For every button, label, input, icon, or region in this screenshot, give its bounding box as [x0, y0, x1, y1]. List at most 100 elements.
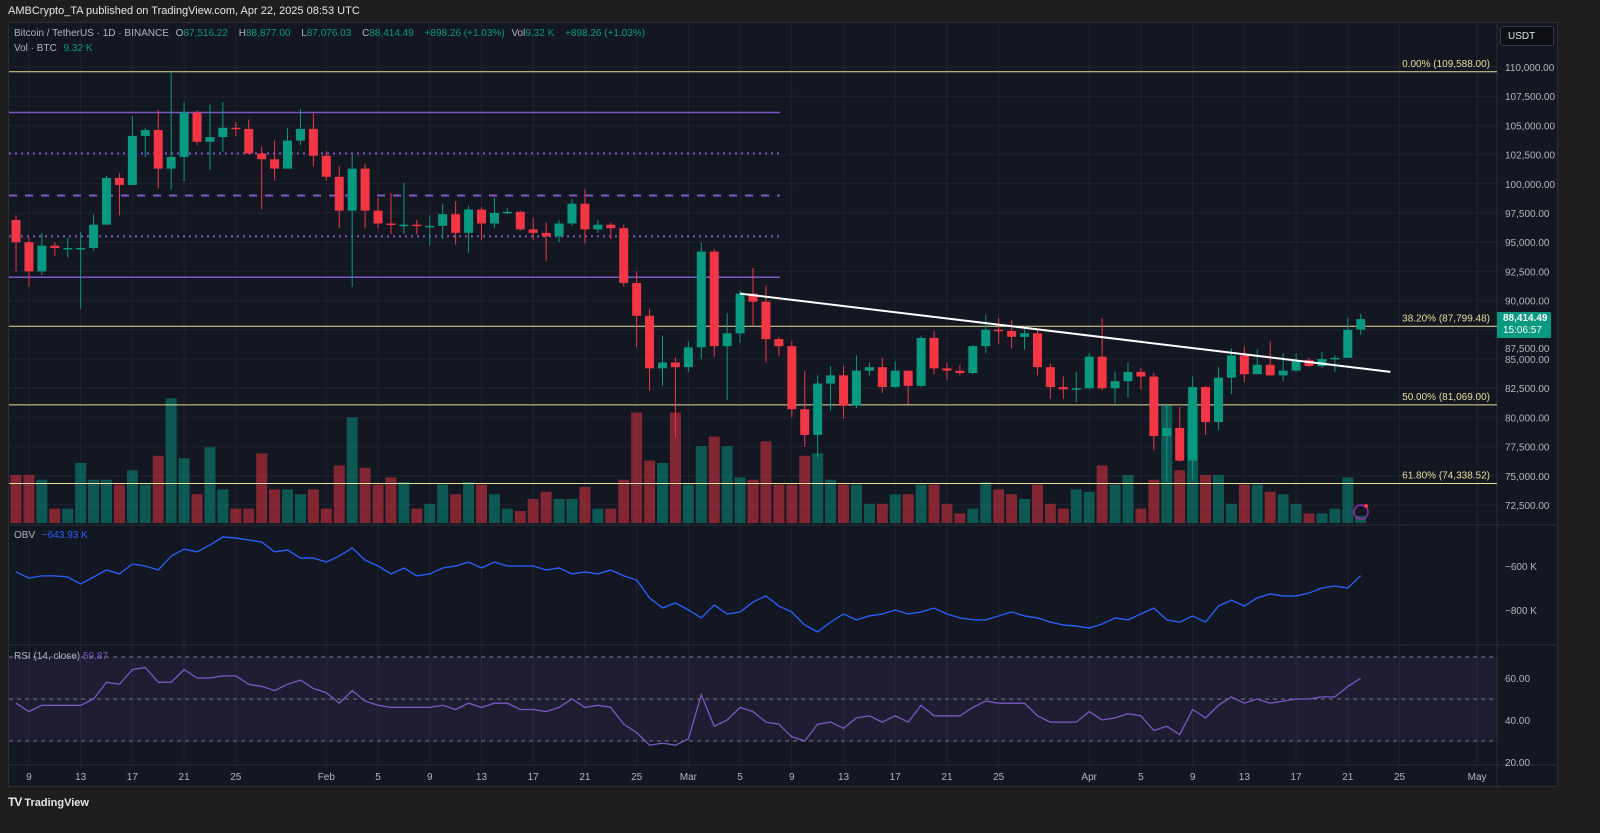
volume-bar	[1044, 503, 1056, 523]
candle-down	[1201, 387, 1211, 423]
fib-level-label: 38.20% (87,799.48)	[1402, 313, 1490, 324]
volume-bar	[1083, 491, 1095, 523]
volume-bar	[1212, 475, 1224, 523]
time-tick-label: 17	[1291, 772, 1303, 783]
volume-bar	[1342, 477, 1354, 523]
volume-bar	[928, 484, 940, 523]
bar-countdown: 15:06:57	[1503, 325, 1542, 336]
candle-down	[709, 251, 719, 347]
time-tick-label: 13	[476, 772, 488, 783]
volume-bar	[256, 453, 268, 523]
volume-bar	[359, 467, 371, 523]
volume-bar	[178, 458, 190, 523]
tradingview-logo[interactable]: TV TradingView	[8, 795, 89, 809]
volume-bar	[488, 494, 500, 523]
candle-down	[1097, 356, 1107, 389]
volume-bar	[566, 499, 578, 523]
candle-down	[1007, 330, 1017, 337]
volume-bar	[1329, 508, 1341, 523]
candle-down	[670, 362, 680, 368]
candle-down	[114, 177, 124, 185]
candle-down	[451, 214, 461, 233]
candle-up	[347, 168, 357, 211]
obv-line	[15, 536, 1362, 633]
trendline	[739, 292, 1391, 373]
candle-up	[1213, 377, 1223, 423]
time-tick-label: 21	[941, 772, 953, 783]
candle-up	[1162, 427, 1172, 437]
volume-bar	[1148, 479, 1160, 523]
candle-down	[580, 203, 590, 230]
candle-up	[1356, 319, 1366, 330]
volume-bar	[1135, 508, 1147, 523]
time-tick-label: 25	[993, 772, 1005, 783]
volume-bar	[773, 484, 785, 523]
time-tick-label: 17	[890, 772, 902, 783]
volume-bar	[152, 455, 164, 523]
low-label: L	[301, 28, 307, 39]
candle-up	[735, 293, 745, 334]
candle-up	[826, 375, 836, 384]
candle-up	[399, 224, 409, 227]
volume-bar	[75, 463, 87, 523]
time-tick-label: 25	[230, 772, 242, 783]
price-tick-label: 100,000.00	[1505, 180, 1555, 191]
volume-bar	[1290, 503, 1302, 523]
time-tick-label: 17	[127, 772, 139, 783]
volume-bar	[385, 477, 397, 523]
candle-up	[1226, 355, 1236, 378]
price-tick-label: 92,500.00	[1505, 267, 1550, 278]
candle-down	[231, 127, 241, 130]
candle-down	[748, 293, 758, 302]
candle-up	[1084, 356, 1094, 389]
volume-bar	[631, 412, 643, 523]
last-price-badge: 88,414.49 15:06:57	[1497, 312, 1551, 338]
volume-bar	[191, 494, 203, 523]
volume-bar	[424, 503, 436, 523]
volume-bar	[1316, 513, 1328, 523]
candle-up	[438, 214, 448, 226]
tradingview-logo-icon: TV	[8, 795, 22, 809]
volume-bar	[812, 453, 824, 523]
candle-up	[593, 224, 603, 230]
volume-bar	[333, 465, 345, 523]
volume-bar	[618, 479, 630, 523]
currency-button[interactable]: USDT	[1500, 26, 1554, 46]
candle-down	[929, 337, 939, 369]
volume-bar	[1057, 508, 1069, 523]
candle-down	[619, 228, 629, 284]
price-tick-label: 77,500.00	[1505, 443, 1550, 454]
rsi-label: RSI (14, close)	[14, 651, 81, 662]
candle-up	[37, 245, 47, 272]
volume-bar	[243, 508, 255, 523]
candle-down	[308, 128, 318, 156]
alert-clock-icon	[1353, 504, 1369, 520]
volume-value: Vol9.32 K	[511, 28, 558, 39]
volume-bar	[708, 436, 720, 523]
volume-bar	[1031, 484, 1043, 523]
volume-bar	[721, 446, 733, 523]
candle-down	[1304, 360, 1314, 367]
candle-up	[1020, 333, 1030, 337]
candle-down	[528, 229, 538, 233]
volume-bar	[1070, 489, 1082, 523]
volume-bar	[230, 508, 242, 523]
candle-down	[50, 245, 60, 249]
volume-bar	[553, 499, 565, 523]
volume-legend: Vol · BTC 9.32 K	[14, 43, 97, 54]
high-number: 88,877.00	[245, 28, 291, 39]
candle-down	[1149, 376, 1159, 437]
candle-down	[800, 409, 810, 435]
volume-bar	[993, 489, 1005, 523]
time-tick-label: 9	[427, 772, 433, 783]
volume-bar	[540, 491, 552, 523]
volume-bar	[1006, 494, 1018, 523]
volume-label: Vol	[511, 28, 526, 39]
candle-up	[851, 370, 861, 406]
candle-down	[994, 329, 1004, 332]
time-tick-label: 25	[631, 772, 643, 783]
candle-down	[541, 232, 551, 237]
volume-bar	[799, 455, 811, 523]
candle-up	[1188, 387, 1198, 461]
